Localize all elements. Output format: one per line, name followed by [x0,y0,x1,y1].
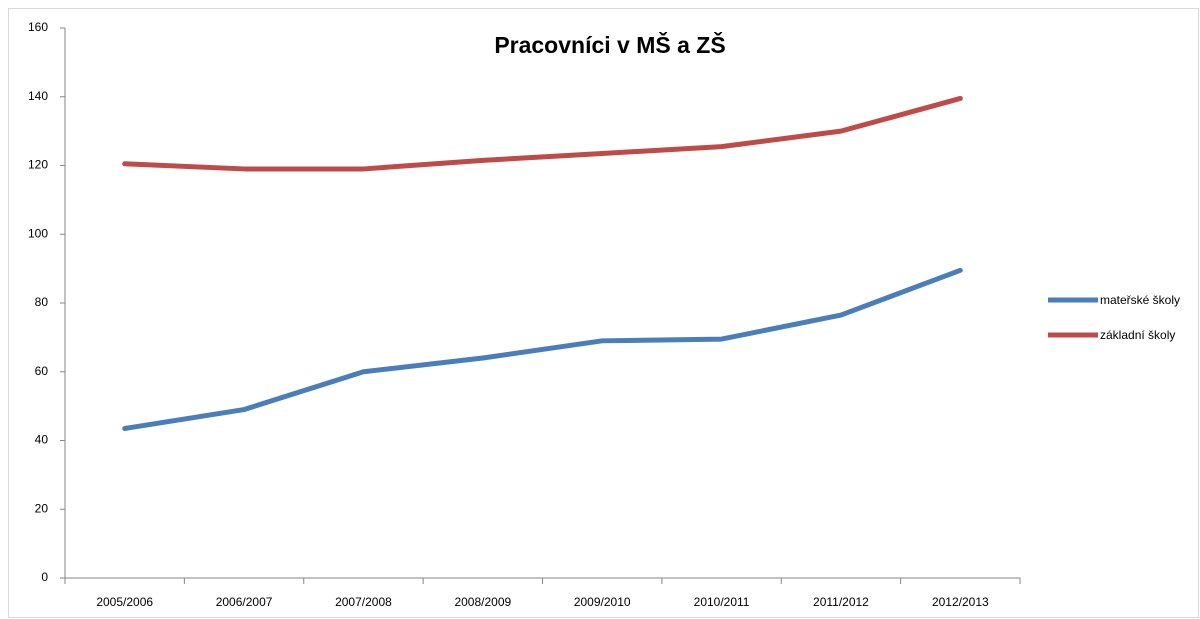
y-tick-label: 0 [41,570,48,584]
y-tick-label: 80 [35,295,49,309]
series-line [122,95,963,172]
y-tick-label: 140 [28,89,48,103]
x-tick-label: 2012/2013 [932,595,989,609]
x-tick-label: 2008/2009 [454,595,511,609]
x-tick-label: 2009/2010 [574,595,631,609]
y-tick-label: 160 [28,20,48,34]
y-tick-label: 120 [28,158,48,172]
y-tick-label: 60 [35,364,49,378]
series-line [122,267,963,431]
x-tick-label: 2005/2006 [96,595,153,609]
legend-label: mateřské školy [1100,293,1180,307]
x-tick-label: 2006/2007 [216,595,273,609]
y-tick-label: 20 [35,501,49,515]
y-tick-label: 40 [35,433,49,447]
legend-label: základní školy [1100,328,1175,342]
y-tick-label: 100 [28,226,48,240]
x-tick-label: 2011/2012 [813,595,869,609]
x-tick-label: 2010/2011 [694,595,750,609]
chart-title: Pracovníci v MŠ a ZŠ [494,31,725,58]
x-tick-label: 2007/2008 [335,595,392,609]
chart-border [8,8,1199,618]
